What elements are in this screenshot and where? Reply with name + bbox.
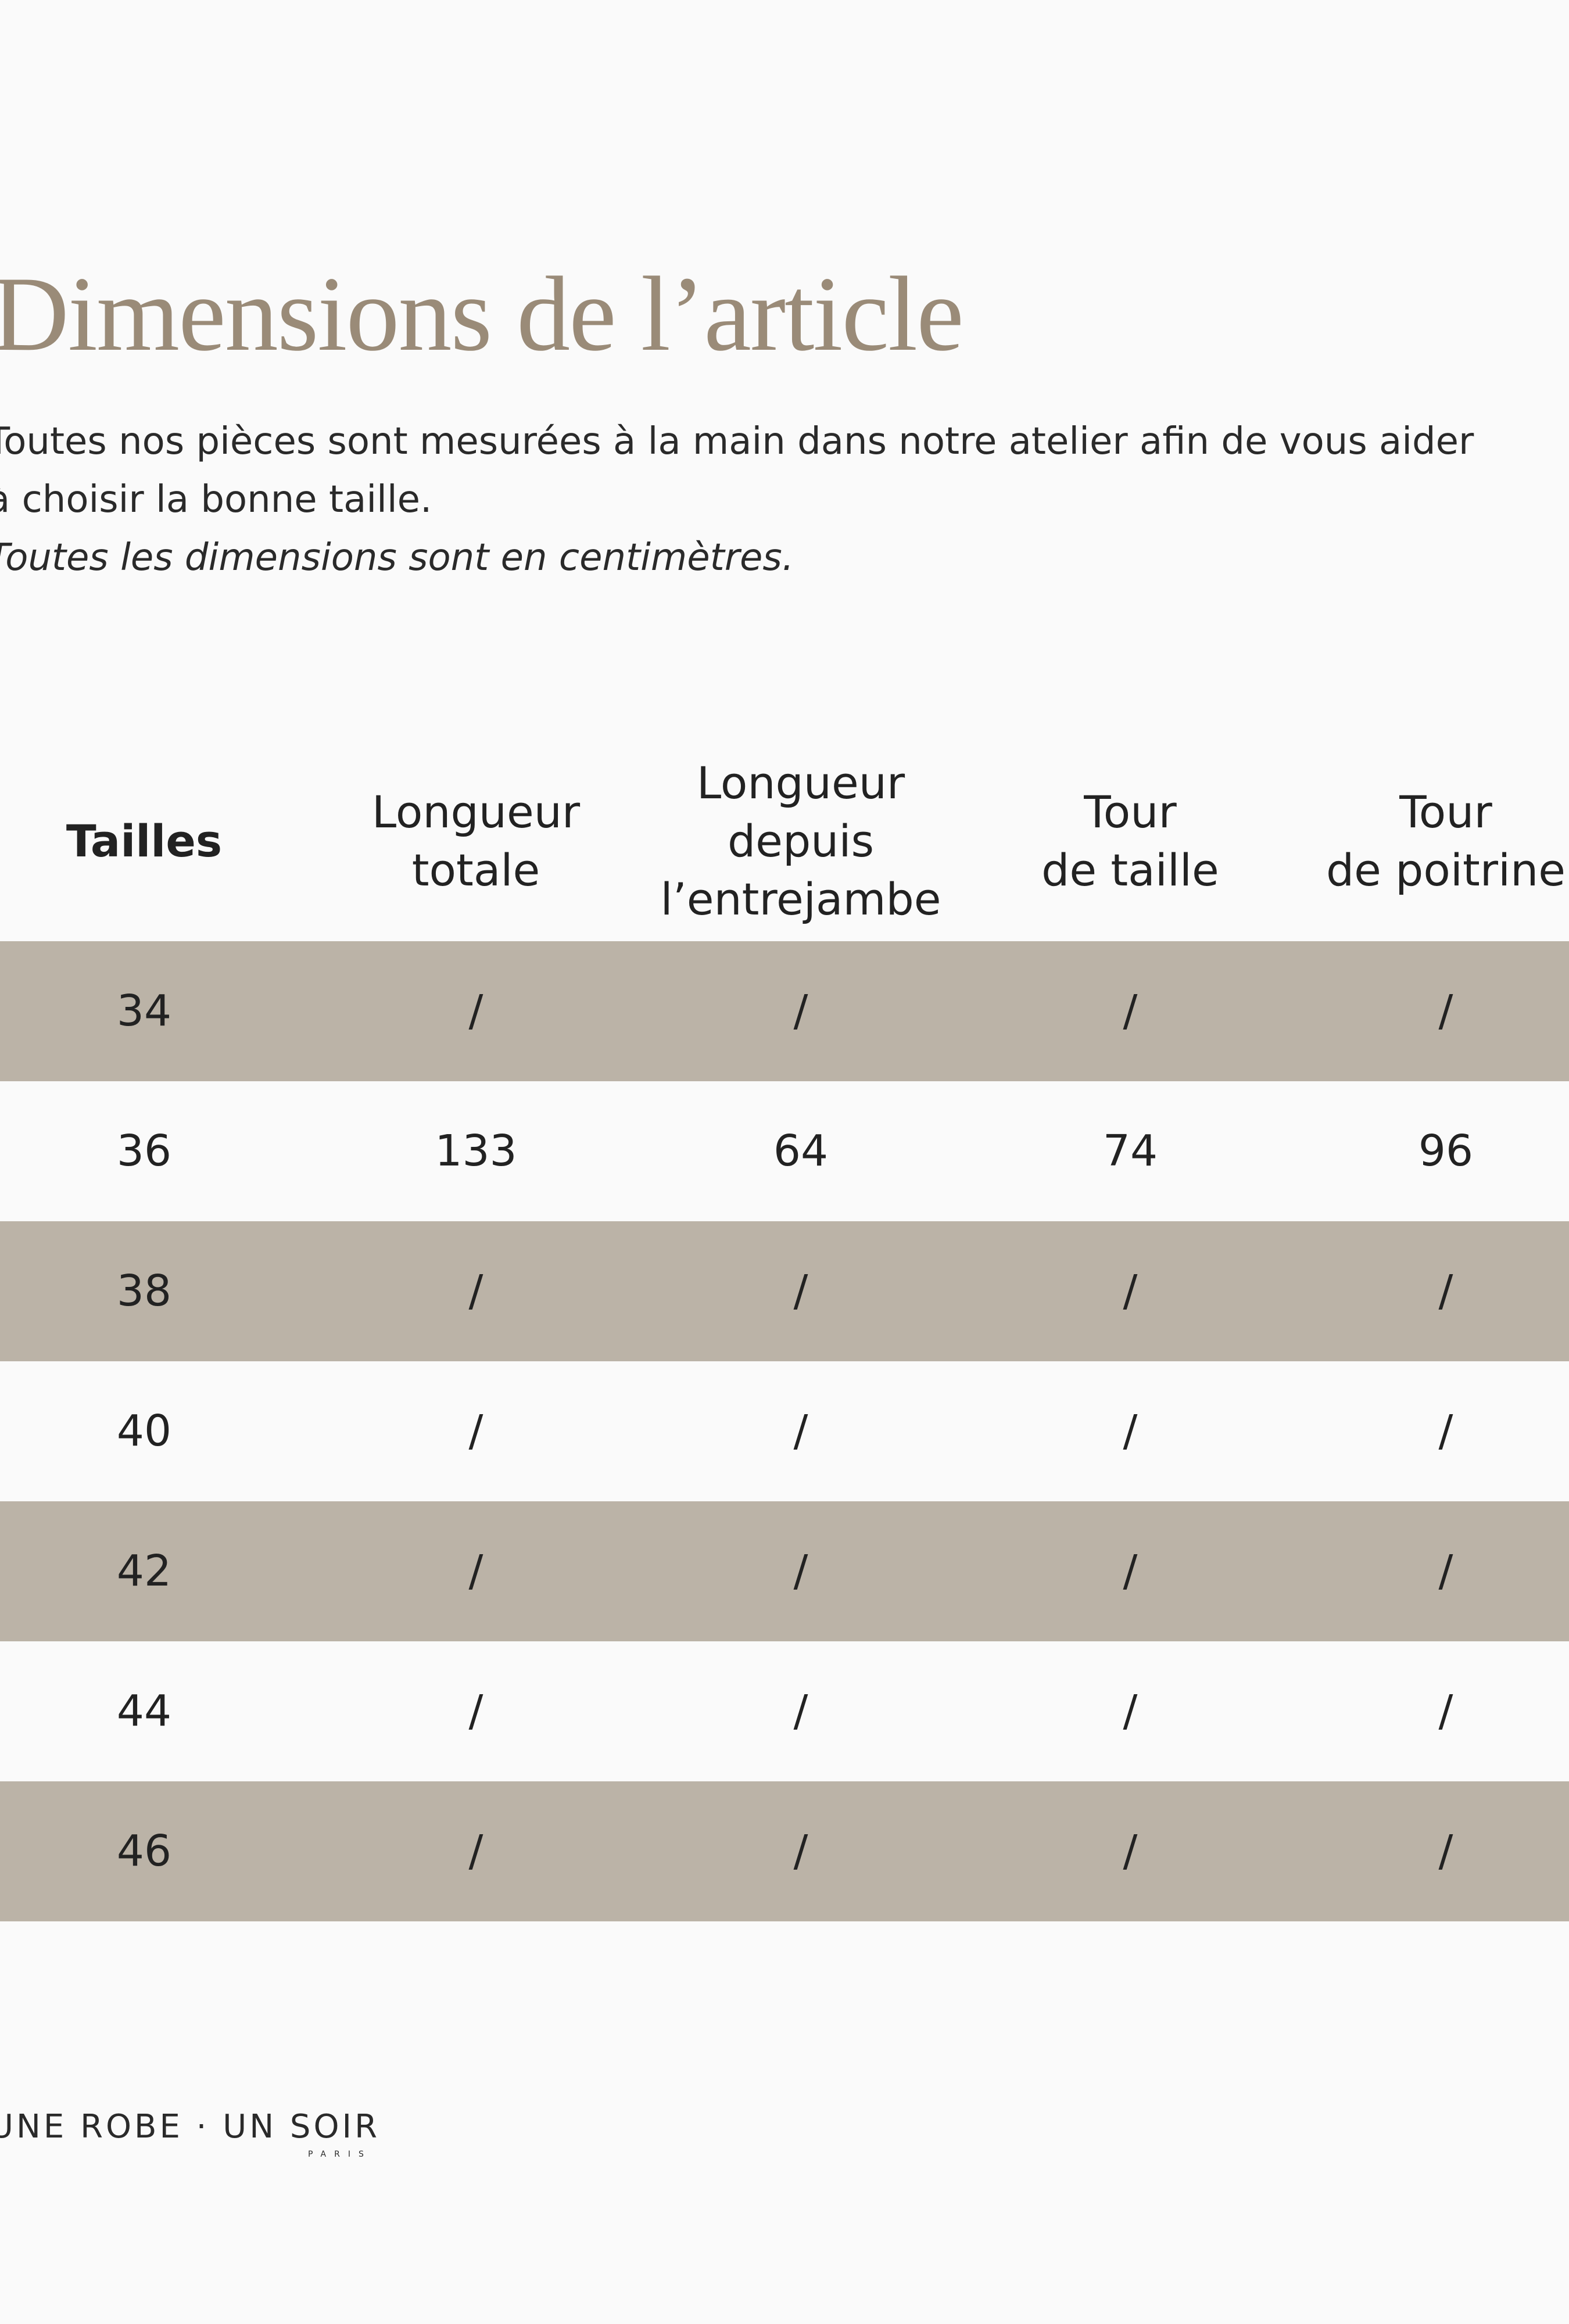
table-cell: 36	[116, 1126, 172, 1176]
intro-line: à choisir la bonne taille.	[0, 478, 432, 521]
column-header: Longueur totale	[290, 741, 662, 941]
column-header: Tailles	[0, 741, 330, 941]
table-cell: /	[1123, 1686, 1138, 1736]
note: Toutes les dimensions sont en centimètre…	[0, 536, 794, 579]
logo: UNE ROBE · UN SOIR	[0, 2108, 380, 2146]
header-line: Tour	[1084, 786, 1177, 838]
table-cell: 34	[116, 986, 172, 1036]
table-cell: /	[468, 1686, 483, 1736]
table-cell: /	[1438, 1686, 1453, 1736]
table-cell: /	[793, 1406, 808, 1456]
header-line: Longueur	[696, 757, 905, 809]
table-cell: /	[1123, 1826, 1138, 1876]
table-row: 38 / / / /	[0, 1221, 1569, 1361]
intro-line: Toutes nos pièces sont mesurées à la mai…	[0, 420, 1474, 463]
header-line: de poitrine	[1326, 844, 1566, 896]
table-cell: 74	[1102, 1126, 1158, 1176]
table-cell: /	[1438, 1266, 1453, 1316]
table-cell: /	[793, 986, 808, 1036]
table-row: 34 / / / /	[0, 941, 1569, 1081]
header-line: Tailles	[66, 815, 223, 867]
header-line: l’entrejambe	[660, 873, 941, 925]
table-cell: 96	[1418, 1126, 1474, 1176]
table-cell: /	[1438, 986, 1453, 1036]
table-cell: /	[793, 1546, 808, 1596]
table-cell: /	[468, 1546, 483, 1596]
table-cell: /	[468, 1406, 483, 1456]
header-line: de taille	[1041, 844, 1219, 896]
table-cell: /	[1438, 1826, 1453, 1876]
column-header: Tour de poitrine	[1260, 741, 1569, 941]
table-cell: /	[1438, 1546, 1453, 1596]
table-cell: /	[1123, 1266, 1138, 1316]
table-cell: 40	[116, 1406, 172, 1456]
table-cell: /	[793, 1266, 808, 1316]
table-row: 46 / / / /	[0, 1781, 1569, 1921]
logo-sub: PARIS	[308, 2150, 372, 2159]
header-line: depuis	[727, 815, 875, 867]
table-row: 36 133 64 74 96	[0, 1081, 1569, 1221]
title: Dimensions de l’article	[0, 254, 964, 373]
header-line: totale	[411, 844, 540, 896]
table-cell: /	[468, 1266, 483, 1316]
header-line: Tour	[1399, 786, 1492, 838]
table-cell: /	[1123, 986, 1138, 1036]
table-cell: /	[468, 986, 483, 1036]
header-line: Longueur	[371, 786, 581, 838]
table-cell: 46	[116, 1826, 172, 1876]
table-cell: /	[1438, 1406, 1453, 1456]
table-cell: /	[468, 1826, 483, 1876]
table-row: 44 / / / /	[0, 1641, 1569, 1781]
column-header: Longueur depuis l’entrejambe	[615, 741, 987, 941]
table-row: 40 / / / /	[0, 1361, 1569, 1501]
table-cell: /	[1123, 1406, 1138, 1456]
table-cell: /	[1123, 1546, 1138, 1596]
table-cell: /	[793, 1826, 808, 1876]
table-cell: 133	[435, 1126, 517, 1176]
table-cell: 42	[116, 1546, 172, 1596]
table-cell: 64	[773, 1126, 829, 1176]
column-header: Tour de taille	[944, 741, 1316, 941]
table-cell: /	[793, 1686, 808, 1736]
table-cell: 38	[116, 1266, 172, 1316]
table-row: 42 / / / /	[0, 1501, 1569, 1641]
table-cell: 44	[116, 1686, 172, 1736]
